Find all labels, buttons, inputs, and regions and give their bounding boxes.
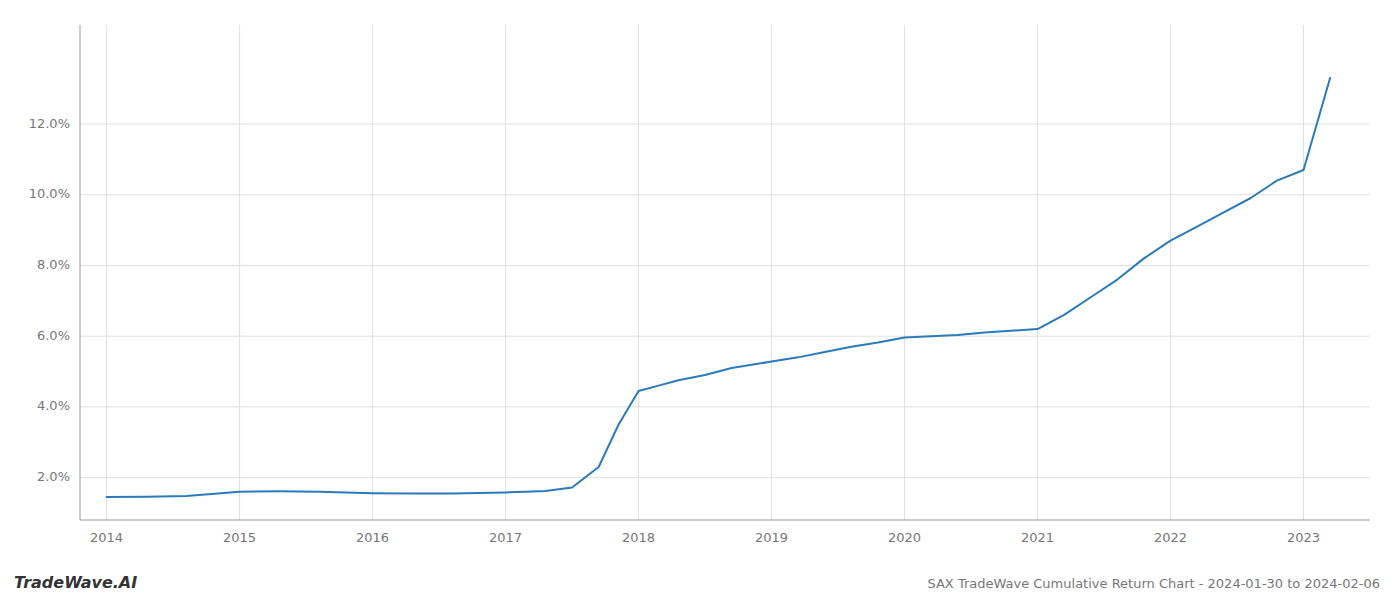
y-grid-line (80, 124, 1370, 125)
x-grid-line (372, 25, 373, 520)
x-grid-line (239, 25, 240, 520)
x-axis-line (80, 520, 1370, 521)
x-grid-line (771, 25, 772, 520)
y-tick-label: 4.0% (37, 398, 70, 413)
watermark: TradeWave.AI (14, 573, 137, 592)
x-tick-label: 2018 (622, 530, 655, 545)
x-tick-label: 2015 (223, 530, 256, 545)
x-tick-label: 2022 (1154, 530, 1187, 545)
y-grid-line (80, 477, 1370, 478)
x-grid-line (638, 25, 639, 520)
title: SAX TradeWave Cumulative Return Chart - … (927, 576, 1380, 591)
y-grid-line (80, 265, 1370, 266)
grid (80, 25, 1370, 520)
y-axis-line (80, 25, 81, 520)
y-grid-line (80, 406, 1370, 407)
y-tick-label: 12.0% (29, 116, 70, 131)
x-tick-label: 2019 (755, 530, 788, 545)
x-grid-line (1170, 25, 1171, 520)
x-tick-label: 2016 (356, 530, 389, 545)
x-grid-line (106, 25, 107, 520)
x-grid-line (1037, 25, 1038, 520)
x-tick-label: 2014 (90, 530, 123, 545)
series-line (107, 78, 1331, 497)
y-grid-line (80, 336, 1370, 337)
y-tick-label: 10.0% (29, 186, 70, 201)
axes: 2.0% 4.0% 6.0% 8.0% 10.0% 12.0% 2014 2015 2016 20… (29, 25, 1370, 545)
x-grid-line (904, 25, 905, 520)
x-tick-label: 2021 (1021, 530, 1054, 545)
x-tick-label: 2017 (489, 530, 522, 545)
y-tick-label: 6.0% (37, 328, 70, 343)
y-tick-label: 2.0% (37, 469, 70, 484)
x-grid-line (505, 25, 506, 520)
x-tick-label: 2020 (888, 530, 921, 545)
plot-area (107, 78, 1331, 497)
chart: 2.0% 4.0% 6.0% 8.0% 10.0% 12.0% 2014 2015 2016 20… (0, 0, 1400, 600)
y-grid-line (80, 194, 1370, 195)
x-tick-label: 2023 (1287, 530, 1320, 545)
x-grid-line (1303, 25, 1304, 520)
y-tick-label: 8.0% (37, 257, 70, 272)
